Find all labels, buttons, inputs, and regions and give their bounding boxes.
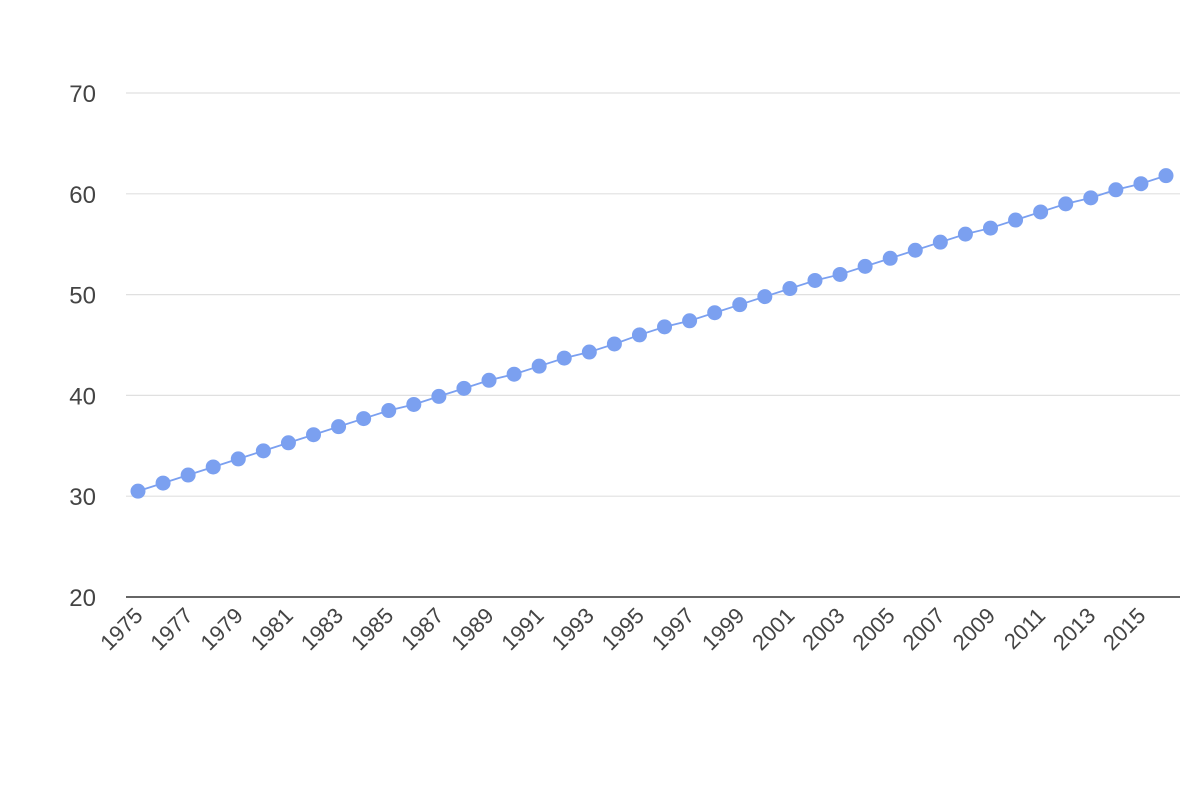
x-tick-label: 1987 bbox=[396, 603, 448, 655]
data-point bbox=[155, 475, 171, 491]
data-point bbox=[255, 443, 271, 459]
data-point bbox=[456, 380, 472, 396]
x-tick-label: 1985 bbox=[346, 603, 398, 655]
y-axis-ticks: 20 30 40 50 60 70 bbox=[69, 81, 96, 612]
data-point bbox=[857, 258, 873, 274]
data-point bbox=[556, 350, 572, 366]
x-tick-label: 1975 bbox=[95, 603, 147, 655]
x-tick-label: 1989 bbox=[446, 603, 498, 655]
data-point bbox=[531, 358, 547, 374]
x-tick-label: 1977 bbox=[145, 603, 197, 655]
x-tick-label: 1981 bbox=[246, 603, 298, 655]
data-point bbox=[506, 366, 522, 382]
data-point bbox=[1158, 168, 1174, 184]
data-point bbox=[431, 388, 447, 404]
data-point bbox=[356, 411, 372, 427]
data-point bbox=[606, 336, 622, 352]
data-point bbox=[1008, 212, 1024, 228]
data-point bbox=[982, 220, 998, 236]
data-point bbox=[732, 297, 748, 313]
data-point bbox=[130, 483, 146, 499]
y-tick-label: 50 bbox=[69, 283, 96, 310]
data-point bbox=[205, 459, 221, 475]
series-layer bbox=[130, 168, 1174, 499]
data-point bbox=[230, 451, 246, 467]
data-point bbox=[807, 272, 823, 288]
data-point bbox=[1033, 204, 1049, 220]
data-point bbox=[782, 281, 798, 297]
y-tick-label: 40 bbox=[69, 383, 96, 410]
data-point bbox=[932, 234, 948, 250]
x-tick-label: 1999 bbox=[697, 603, 749, 655]
data-point bbox=[882, 250, 898, 266]
x-tick-label: 1995 bbox=[597, 603, 649, 655]
data-point bbox=[280, 435, 296, 451]
x-tick-label: 1993 bbox=[547, 603, 599, 655]
x-tick-label: 1991 bbox=[496, 603, 548, 655]
data-point bbox=[957, 226, 973, 242]
data-point bbox=[180, 467, 196, 483]
x-tick-label: 2005 bbox=[847, 603, 899, 655]
data-point bbox=[907, 242, 923, 258]
x-tick-label: 2009 bbox=[948, 603, 1000, 655]
data-point bbox=[1058, 196, 1074, 212]
data-point bbox=[306, 427, 322, 443]
gridlines bbox=[126, 92, 1180, 598]
y-tick-label: 60 bbox=[69, 182, 96, 209]
data-point bbox=[832, 266, 848, 282]
x-tick-label: 2011 bbox=[999, 603, 1050, 654]
data-point bbox=[481, 372, 497, 388]
x-tick-label: 2001 bbox=[747, 603, 799, 655]
data-point bbox=[757, 289, 773, 305]
data-point bbox=[381, 403, 397, 419]
data-point bbox=[581, 344, 597, 360]
data-point bbox=[331, 419, 347, 435]
y-tick-label: 70 bbox=[69, 81, 96, 108]
data-point bbox=[657, 319, 673, 335]
x-tick-label: 1979 bbox=[196, 603, 248, 655]
x-tick-label: 2003 bbox=[797, 603, 849, 655]
x-tick-label: 1997 bbox=[647, 603, 699, 655]
x-tick-label: 1983 bbox=[296, 603, 348, 655]
x-tick-label: 2007 bbox=[898, 603, 950, 655]
x-axis-ticks: 1975197719791981198319851987198919911993… bbox=[95, 603, 1150, 655]
data-point bbox=[1108, 182, 1124, 198]
data-point bbox=[406, 396, 422, 412]
x-tick-label: 2015 bbox=[1098, 603, 1150, 655]
y-tick-label: 20 bbox=[69, 585, 96, 612]
data-point bbox=[1083, 190, 1099, 206]
y-tick-label: 30 bbox=[69, 484, 96, 511]
data-point bbox=[682, 313, 698, 329]
data-point bbox=[707, 305, 723, 321]
x-tick-label: 2013 bbox=[1048, 603, 1100, 655]
data-point bbox=[631, 327, 647, 343]
data-point bbox=[1133, 176, 1149, 192]
